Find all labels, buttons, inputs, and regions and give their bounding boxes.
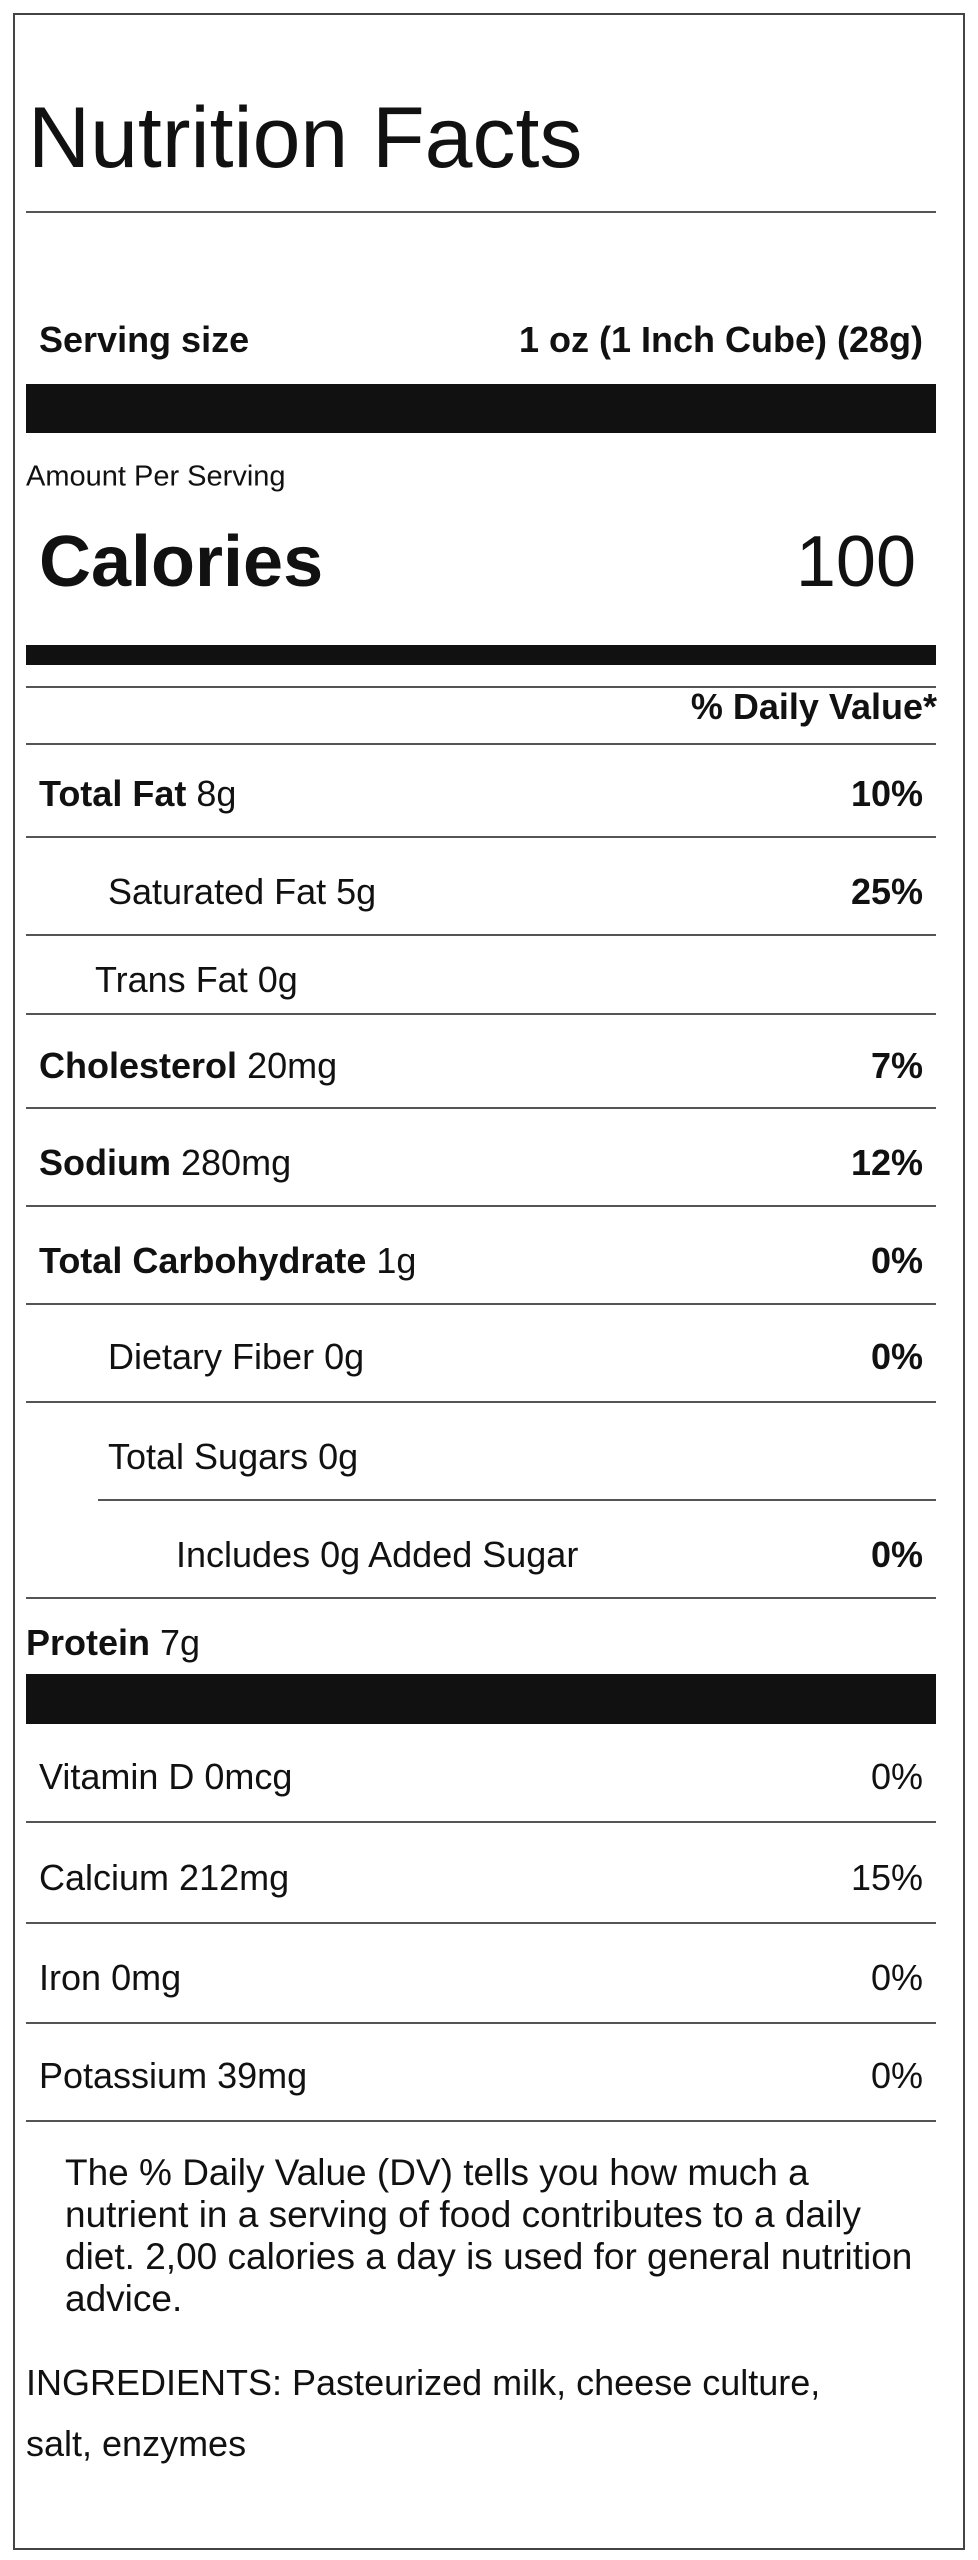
nutrient-name: Total Carbohydrate [39,1240,367,1281]
nutrient-amount: 8g [196,773,237,814]
amount-per-serving: Amount Per Serving [26,460,286,493]
nutrient-dv: 12% [850,1142,923,1183]
nutrient-amount: 1g [376,1240,417,1281]
divider [26,743,936,745]
nutrient-name: Total Sugars [108,1436,309,1477]
nutrient-amount: 0g [324,1336,365,1377]
divider [26,1922,936,1924]
nutrient-dv: 0% [870,1534,923,1575]
nutrient-amount: 5g [336,871,377,912]
vitamin-name: Potassium [39,2055,208,2096]
nutrient-amount: 0g [257,959,298,1000]
nutrient-amount: 7g [160,1622,201,1663]
vitamin-amount: 0mcg [204,1756,293,1797]
vitamin-name: Iron [39,1957,102,1998]
nutrient-name: Saturated Fat [108,871,327,912]
footnote: The % Daily Value (DV) tells you how muc… [65,2152,913,2319]
nutrient-dv: 0% [870,1240,923,1281]
calories-value: 100 [795,522,916,602]
divider [26,686,936,688]
nutrient-row: Total Fat 8g [39,773,236,815]
nutrient-name: Dietary Fiber [108,1336,315,1377]
nutrient-name: Cholesterol [39,1045,238,1086]
vitamin-dv: 0% [870,2055,923,2096]
divider [26,2120,936,2122]
nutrient-row: Trans Fat 0g [95,959,298,1001]
divider [26,1401,936,1403]
nutrient-dv: 7% [870,1045,923,1086]
vitamin-dv: 15% [850,1857,923,1898]
vitamin-row: Potassium 39mg [39,2055,307,2097]
vitamin-name: Calcium [39,1857,170,1898]
divider [26,1013,936,1015]
nutrient-dv: 25% [850,871,923,912]
vitamin-name: Vitamin D [39,1756,195,1797]
serving-value: 1 oz (1 Inch Cube) (28g) [518,319,923,360]
divider [26,934,936,936]
nutrient-row: Total Carbohydrate 1g [39,1240,416,1282]
nutrient-name: Total Fat [39,773,187,814]
daily-value-header: % Daily Value* [690,686,937,727]
calories-label: Calories [39,522,324,602]
title: Nutrition Facts [28,90,583,186]
nutrient-row: Saturated Fat 5g [108,871,376,913]
nutrient-dv: 10% [850,773,923,814]
nutrient-row: Sodium 280mg [39,1142,291,1184]
divider [26,1205,936,1207]
nutrient-row: Dietary Fiber 0g [108,1336,364,1378]
vitamin-row: Calcium 212mg [39,1857,289,1899]
divider [26,2022,936,2024]
nutrient-dv: 0% [870,1336,923,1377]
nutrient-row: Total Sugars 0g [108,1436,358,1478]
vitamin-dv: 0% [870,1756,923,1797]
vitamin-amount: 39mg [217,2055,308,2096]
nutrient-amount: 0g [318,1436,359,1477]
nutrient-amount: 20mg [247,1045,338,1086]
divider [26,1303,936,1305]
serving-label: Serving size [39,319,250,360]
divider [26,1107,936,1109]
divider [98,1499,936,1501]
nutrient-row: Protein 7g [26,1622,200,1664]
nutrient-name: Includes 0g Added Sugar [176,1534,579,1575]
nutrient-row: Includes 0g Added Sugar [176,1534,578,1576]
thick-bar [26,645,936,665]
nutrient-name: Trans Fat [95,959,248,1000]
thick-bar [26,1674,936,1724]
thick-bar [26,384,936,433]
vitamin-row: Iron 0mg [39,1957,181,1999]
nutrient-row: Cholesterol 20mg [39,1045,337,1087]
divider [26,1821,936,1823]
divider [26,211,936,213]
label-border [13,13,965,2550]
nutrient-name: Sodium [39,1142,171,1183]
vitamin-dv: 0% [870,1957,923,1998]
ingredients: INGREDIENTS: Pasteurized milk, cheese cu… [26,2362,821,2464]
divider [26,836,936,838]
nutrient-amount: 280mg [181,1142,292,1183]
vitamin-amount: 0mg [111,1957,182,1998]
vitamin-amount: 212mg [179,1857,290,1898]
divider [26,1597,936,1599]
vitamin-row: Vitamin D 0mcg [39,1756,292,1798]
nutrient-name: Protein [26,1622,151,1663]
